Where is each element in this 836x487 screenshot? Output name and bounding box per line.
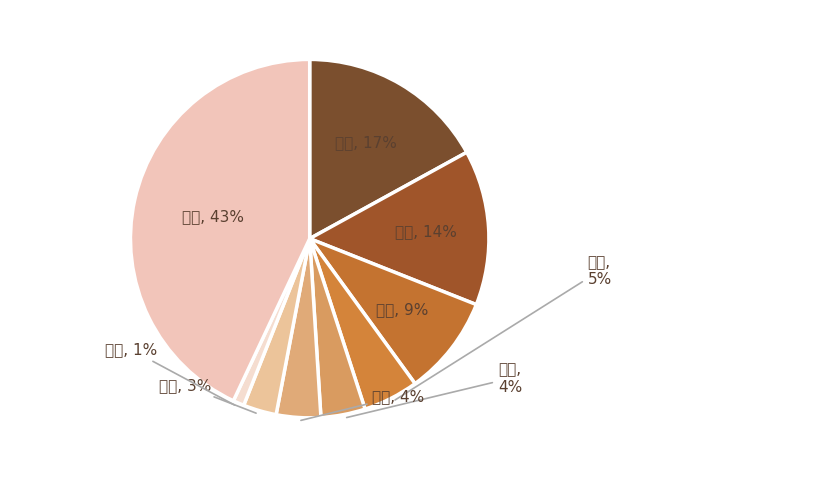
Wedge shape bbox=[233, 239, 309, 405]
Text: 绿佳, 3%: 绿佳, 3% bbox=[159, 378, 256, 413]
Text: 小刀, 4%: 小刀, 4% bbox=[301, 389, 424, 420]
Text: 雅迪, 17%: 雅迪, 17% bbox=[335, 135, 397, 150]
Wedge shape bbox=[309, 59, 466, 239]
Text: 新日,
5%: 新日, 5% bbox=[395, 255, 611, 400]
Wedge shape bbox=[309, 239, 364, 417]
Text: 小牛, 1%: 小牛, 1% bbox=[105, 342, 234, 405]
Text: 爱玛, 14%: 爱玛, 14% bbox=[395, 224, 456, 239]
Text: 台铃, 9%: 台铃, 9% bbox=[375, 302, 427, 318]
Wedge shape bbox=[309, 239, 476, 384]
Wedge shape bbox=[309, 152, 488, 304]
Wedge shape bbox=[309, 239, 415, 409]
Text: 绿源,
4%: 绿源, 4% bbox=[346, 362, 522, 417]
Text: 其他, 43%: 其他, 43% bbox=[182, 209, 244, 225]
Wedge shape bbox=[276, 239, 320, 418]
Wedge shape bbox=[130, 59, 309, 401]
Wedge shape bbox=[243, 239, 309, 414]
